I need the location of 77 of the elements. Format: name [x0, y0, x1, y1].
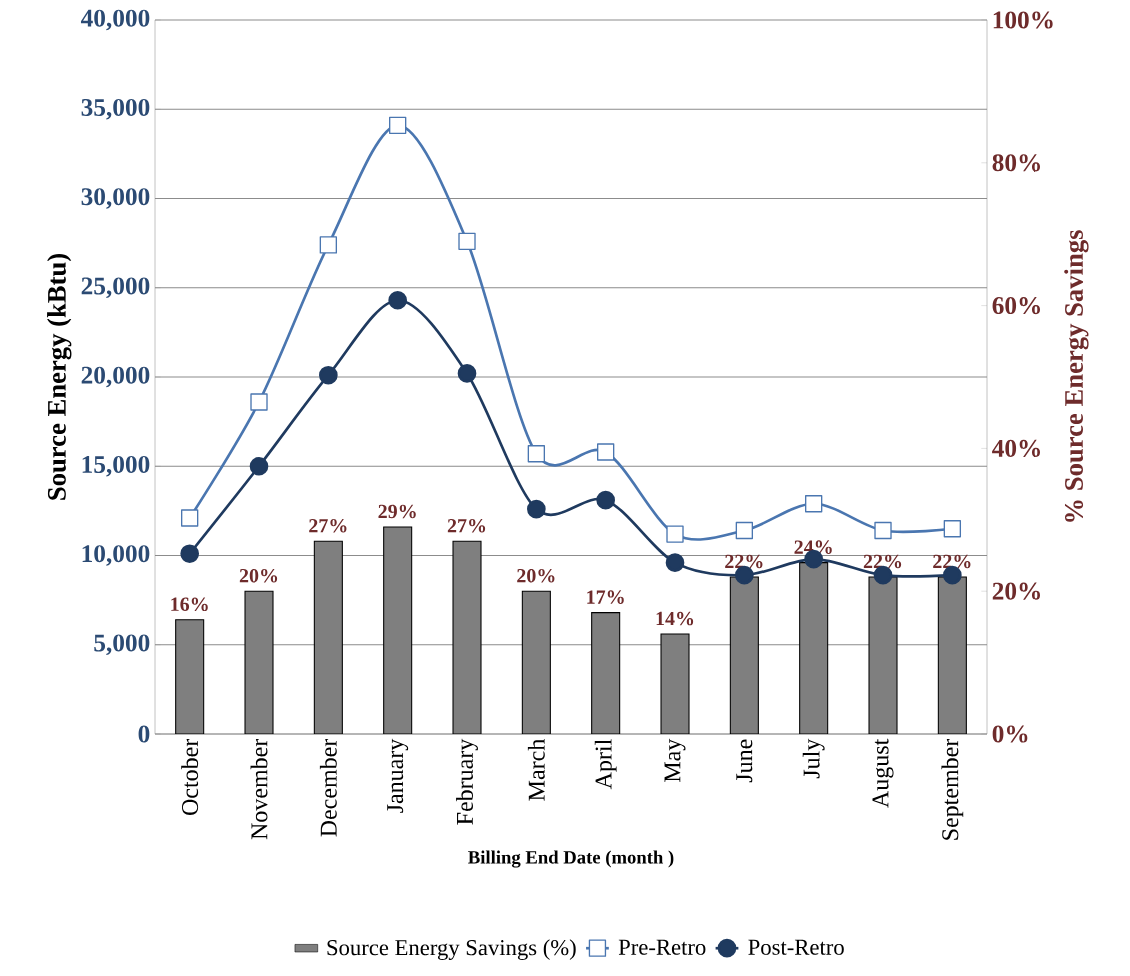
y2-tick-label: 40%	[992, 439, 1040, 457]
y-tick-label: 5,000	[94, 634, 150, 656]
bar	[799, 562, 829, 734]
point	[250, 393, 268, 411]
x-tick-label: July	[802, 738, 825, 779]
y2-tick-label: 0%	[992, 725, 1028, 743]
bar	[937, 576, 967, 734]
bar	[452, 540, 482, 734]
y2-tick-label: 60%	[992, 297, 1040, 315]
y-tick-label: 0	[138, 725, 150, 743]
y2-tick-label: 20%	[992, 582, 1040, 600]
y-tick-label: 10,000	[82, 545, 150, 566]
data-label: 14%	[656, 611, 694, 626]
legend-label: Post-Retro	[748, 939, 844, 955]
y-tick-label: 25,000	[81, 277, 150, 299]
point	[249, 456, 269, 476]
x-tick-label: April	[594, 739, 617, 790]
point	[457, 364, 477, 383]
y-tick-label: 35,000	[81, 98, 150, 120]
x-tick-label: August	[872, 738, 894, 808]
x-tick-label: January	[387, 738, 409, 813]
legend-label: Source Energy Savings (%)	[327, 939, 576, 960]
bar	[175, 619, 205, 734]
bar	[521, 590, 551, 734]
data-label: 29%	[378, 504, 416, 519]
y2-axis-title: % Source Energy Savings	[1064, 230, 1089, 522]
bar	[591, 612, 621, 734]
point	[874, 521, 892, 540]
y2-tick-label: 80%	[992, 154, 1040, 172]
bar	[729, 576, 759, 734]
y2-tick-label: 100%	[993, 11, 1053, 29]
bar	[383, 526, 413, 734]
point	[666, 525, 684, 543]
data-label: 17%	[587, 590, 624, 604]
x-tick-label: November	[250, 738, 268, 840]
data-label: 27%	[447, 518, 486, 533]
x-axis-title: Billing End Date (month )	[468, 850, 674, 868]
data-label: 27%	[309, 518, 347, 533]
data-label: 20%	[239, 568, 278, 583]
y-tick-label: 15,000	[82, 455, 150, 477]
data-label: 22%	[933, 554, 971, 569]
data-label: 16%	[171, 597, 208, 612]
x-tick-label: March	[527, 739, 545, 801]
point	[319, 236, 338, 254]
legend-label: Pre-Retro	[618, 939, 706, 955]
point	[389, 116, 407, 134]
point	[181, 509, 199, 527]
y-tick-label: 30,000	[81, 188, 150, 209]
point	[388, 290, 408, 310]
x-tick-label: October	[181, 738, 199, 816]
point	[735, 521, 754, 540]
bar	[313, 540, 343, 734]
x-tick-label: September	[941, 738, 964, 840]
y-tick-label: 40,000	[80, 9, 150, 31]
point	[665, 553, 685, 572]
bar	[244, 590, 274, 734]
y-tick-label: 20,000	[81, 366, 150, 388]
data-label: 24%	[794, 540, 832, 554]
point	[527, 499, 546, 519]
point	[596, 490, 616, 510]
data-label: 20%	[517, 568, 555, 583]
data-label: 22%	[863, 554, 902, 569]
bar	[868, 576, 898, 734]
bar	[660, 633, 690, 734]
point	[319, 365, 338, 385]
data-label: 22%	[725, 554, 763, 569]
x-tick-label: December	[319, 738, 337, 837]
point	[458, 232, 476, 251]
point	[527, 445, 546, 463]
point	[180, 544, 200, 564]
point	[805, 495, 823, 513]
point	[597, 443, 615, 461]
point	[943, 520, 962, 538]
x-tick-label: February	[456, 738, 478, 825]
y-axis-title: Source Energy (kBtu)	[47, 253, 72, 500]
x-tick-label: June	[736, 739, 753, 783]
x-tick-label: May	[664, 738, 686, 783]
